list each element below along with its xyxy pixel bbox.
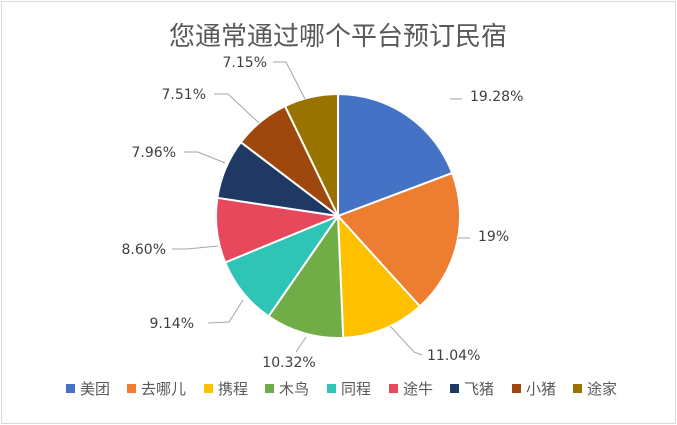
data-label: 10.32% — [262, 355, 315, 371]
data-labels: 19.28% 19% 11.04% 10.32% 9.14% 8.60% 7.96% 7.51… — [122, 55, 524, 371]
data-label: 19% — [478, 229, 509, 245]
leader-line — [389, 325, 423, 356]
legend-swatch — [127, 384, 136, 393]
pie-slices — [215, 92, 461, 339]
legend-label: 小猪 — [526, 380, 556, 398]
legend-label: 去哪儿 — [141, 380, 186, 398]
chart-title: 您通常通过哪个平台预订民宿 — [169, 22, 507, 52]
data-label: 7.96% — [132, 145, 176, 161]
leader-line — [214, 93, 260, 124]
data-label: 9.14% — [150, 316, 194, 332]
data-label: 7.15% — [223, 55, 267, 71]
legend-label: 同程 — [341, 380, 371, 398]
data-label: 11.04% — [427, 348, 480, 364]
legend-swatch — [389, 384, 398, 393]
legend-label: 途牛 — [403, 380, 433, 398]
legend-swatch — [265, 384, 274, 393]
leader-line — [172, 245, 219, 250]
pie-slice — [283, 92, 339, 217]
legend-label: 木鸟 — [279, 380, 309, 398]
legend: 美团 去哪儿 携程 木鸟 同程 途牛 飞猪 小猪 途家 — [66, 380, 617, 398]
pie-slice — [337, 92, 454, 218]
data-label: 19.28% — [470, 89, 523, 105]
legend-swatch — [573, 384, 582, 393]
pie-slice — [336, 171, 461, 308]
data-label: 8.60% — [122, 242, 166, 258]
leader-line — [207, 299, 244, 324]
legend-swatch — [66, 384, 75, 393]
legend-label: 携程 — [218, 380, 248, 398]
leader-lines — [172, 61, 470, 356]
leader-line — [273, 61, 306, 100]
data-label: 7.51% — [162, 87, 206, 103]
legend-label: 美团 — [80, 380, 110, 398]
legend-swatch — [512, 384, 521, 393]
leader-line — [295, 336, 307, 353]
pie-slice — [336, 213, 422, 339]
legend-swatch — [327, 384, 336, 393]
legend-label: 途家 — [587, 380, 617, 398]
legend-swatch — [450, 384, 459, 393]
pie-slice — [267, 212, 345, 339]
leader-line — [184, 151, 226, 164]
legend-label: 飞猪 — [464, 380, 494, 398]
legend-swatch — [204, 384, 213, 393]
